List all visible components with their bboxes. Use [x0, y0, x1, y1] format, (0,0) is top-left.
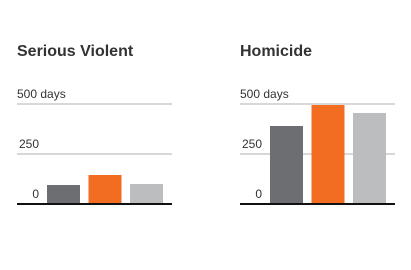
bar: [130, 184, 163, 204]
y-tick-label: 250: [242, 137, 262, 151]
y-tick-label: 0: [32, 187, 39, 201]
bar: [270, 126, 303, 204]
y-tick-label: 500 days: [17, 87, 66, 101]
y-tick-label: 0: [255, 187, 262, 201]
y-tick-label: 250: [19, 137, 39, 151]
chart-title: Homicide: [240, 43, 312, 60]
bar: [311, 105, 345, 204]
y-tick-label: 500 days: [240, 87, 289, 101]
chart-title: Serious Violent: [17, 43, 134, 60]
bar: [47, 185, 80, 204]
bar: [88, 175, 122, 204]
bar: [353, 113, 386, 204]
